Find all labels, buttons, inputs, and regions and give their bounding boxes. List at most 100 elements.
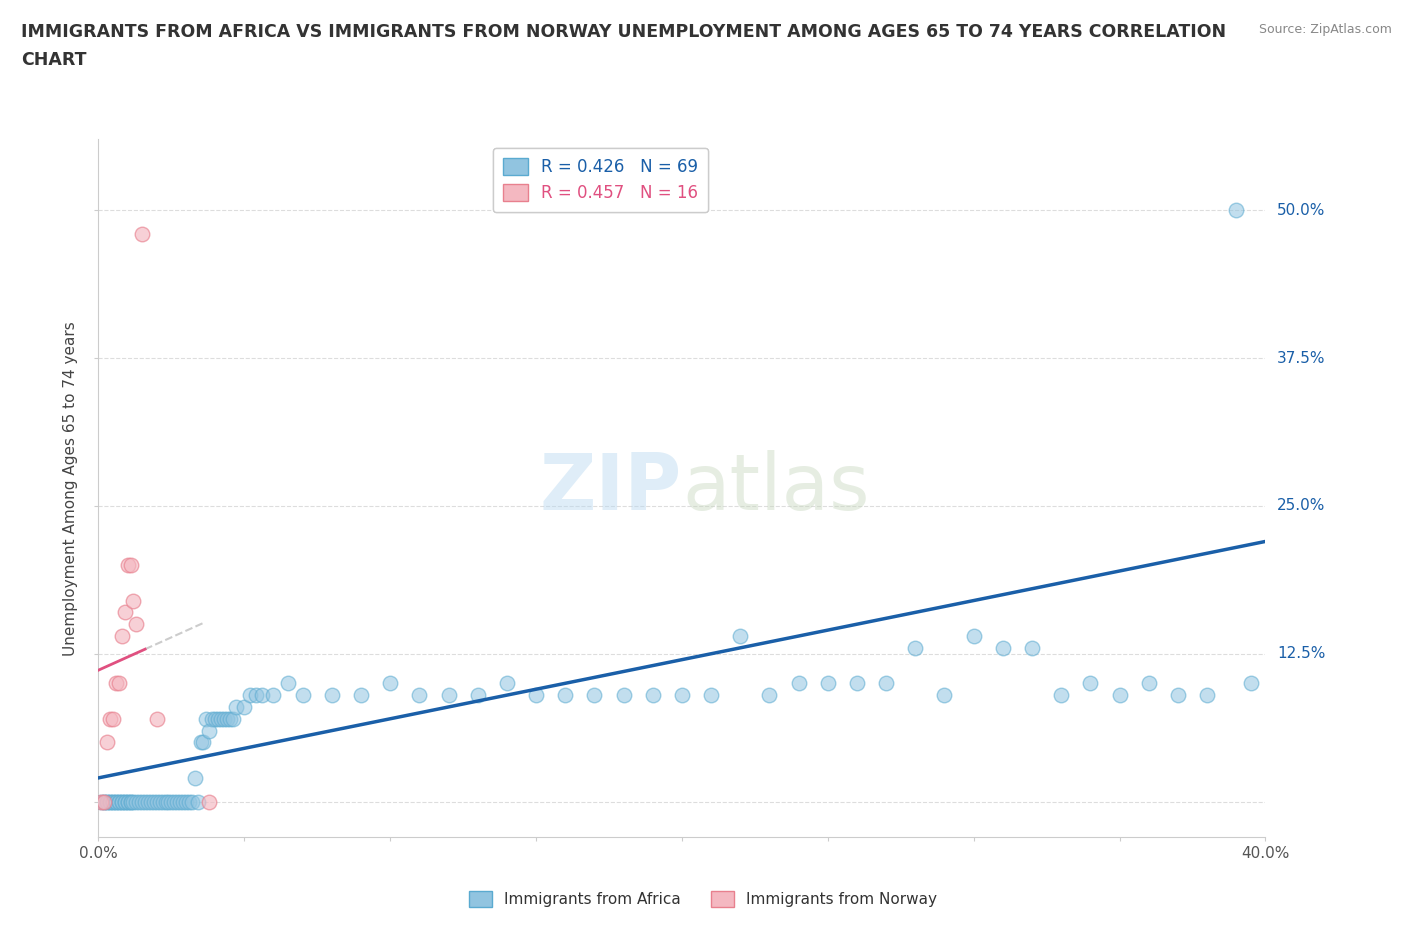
Point bbox=[93, 794, 115, 809]
Point bbox=[817, 676, 839, 691]
Point bbox=[101, 794, 124, 809]
Point bbox=[98, 794, 121, 809]
Point bbox=[277, 676, 299, 691]
Point bbox=[146, 711, 169, 726]
Point bbox=[221, 711, 243, 726]
Text: 50.0%: 50.0% bbox=[1277, 203, 1326, 218]
Point bbox=[1108, 687, 1130, 702]
Point bbox=[245, 687, 267, 702]
Point bbox=[128, 794, 150, 809]
Point bbox=[612, 687, 634, 702]
Point bbox=[700, 687, 723, 702]
Point bbox=[350, 687, 373, 702]
Point bbox=[262, 687, 284, 702]
Point bbox=[177, 794, 200, 809]
Point bbox=[1021, 641, 1043, 656]
Point bbox=[198, 724, 221, 738]
Point bbox=[125, 794, 148, 809]
Point bbox=[120, 794, 142, 809]
Point bbox=[218, 711, 240, 726]
Point bbox=[157, 794, 180, 809]
Point bbox=[108, 794, 131, 809]
Text: atlas: atlas bbox=[682, 450, 869, 526]
Point bbox=[101, 794, 124, 809]
Point bbox=[195, 711, 218, 726]
Point bbox=[142, 794, 165, 809]
Point bbox=[291, 687, 314, 702]
Point bbox=[172, 794, 194, 809]
Point bbox=[641, 687, 664, 702]
Point bbox=[193, 735, 215, 750]
Text: 12.5%: 12.5% bbox=[1277, 646, 1326, 661]
Point bbox=[163, 794, 186, 809]
Point bbox=[120, 794, 142, 809]
Point bbox=[991, 641, 1014, 656]
Point bbox=[134, 794, 156, 809]
Point bbox=[787, 676, 810, 691]
Text: 37.5%: 37.5% bbox=[1277, 351, 1326, 365]
Point bbox=[160, 794, 183, 809]
Point bbox=[98, 711, 121, 726]
Text: IMMIGRANTS FROM AFRICA VS IMMIGRANTS FROM NORWAY UNEMPLOYMENT AMONG AGES 65 TO 7: IMMIGRANTS FROM AFRICA VS IMMIGRANTS FRO… bbox=[21, 23, 1226, 41]
Point bbox=[233, 699, 256, 714]
Y-axis label: Unemployment Among Ages 65 to 74 years: Unemployment Among Ages 65 to 74 years bbox=[63, 321, 79, 656]
Point bbox=[934, 687, 956, 702]
Point bbox=[554, 687, 576, 702]
Point bbox=[408, 687, 430, 702]
Point bbox=[1137, 676, 1160, 691]
Point bbox=[93, 794, 115, 809]
Point bbox=[125, 617, 148, 631]
Point bbox=[215, 711, 238, 726]
Point bbox=[250, 687, 273, 702]
Point bbox=[183, 770, 205, 785]
Point bbox=[117, 558, 139, 573]
Point bbox=[98, 794, 121, 809]
Point bbox=[180, 794, 202, 809]
Point bbox=[190, 735, 212, 750]
Point bbox=[875, 676, 897, 691]
Text: 25.0%: 25.0% bbox=[1277, 498, 1326, 513]
Text: ZIP: ZIP bbox=[540, 450, 682, 526]
Point bbox=[209, 711, 232, 726]
Point bbox=[96, 794, 118, 809]
Point bbox=[93, 794, 115, 809]
Point bbox=[114, 794, 136, 809]
Point bbox=[239, 687, 262, 702]
Point bbox=[108, 794, 131, 809]
Point bbox=[114, 794, 136, 809]
Text: Source: ZipAtlas.com: Source: ZipAtlas.com bbox=[1258, 23, 1392, 36]
Point bbox=[111, 794, 134, 809]
Point bbox=[1195, 687, 1218, 702]
Point bbox=[111, 794, 134, 809]
Point bbox=[174, 794, 197, 809]
Point bbox=[212, 711, 235, 726]
Point bbox=[131, 794, 153, 809]
Point bbox=[90, 794, 112, 809]
Point bbox=[1240, 676, 1263, 691]
Point bbox=[104, 794, 127, 809]
Point bbox=[467, 687, 489, 702]
Point bbox=[962, 629, 984, 644]
Point bbox=[728, 629, 751, 644]
Legend: R = 0.426   N = 69, R = 0.457   N = 16: R = 0.426 N = 69, R = 0.457 N = 16 bbox=[492, 148, 707, 212]
Point bbox=[139, 794, 162, 809]
Point bbox=[131, 227, 153, 242]
Point bbox=[904, 641, 927, 656]
Point bbox=[108, 676, 131, 691]
Point bbox=[136, 794, 159, 809]
Point bbox=[198, 794, 221, 809]
Point bbox=[166, 794, 188, 809]
Point bbox=[111, 629, 134, 644]
Point bbox=[583, 687, 606, 702]
Point bbox=[104, 794, 127, 809]
Point bbox=[1080, 676, 1102, 691]
Point bbox=[169, 794, 191, 809]
Point bbox=[671, 687, 693, 702]
Point bbox=[1225, 203, 1247, 218]
Point bbox=[1050, 687, 1073, 702]
Point bbox=[146, 794, 169, 809]
Point bbox=[96, 735, 118, 750]
Point bbox=[845, 676, 868, 691]
Point bbox=[101, 711, 124, 726]
Point bbox=[1167, 687, 1189, 702]
